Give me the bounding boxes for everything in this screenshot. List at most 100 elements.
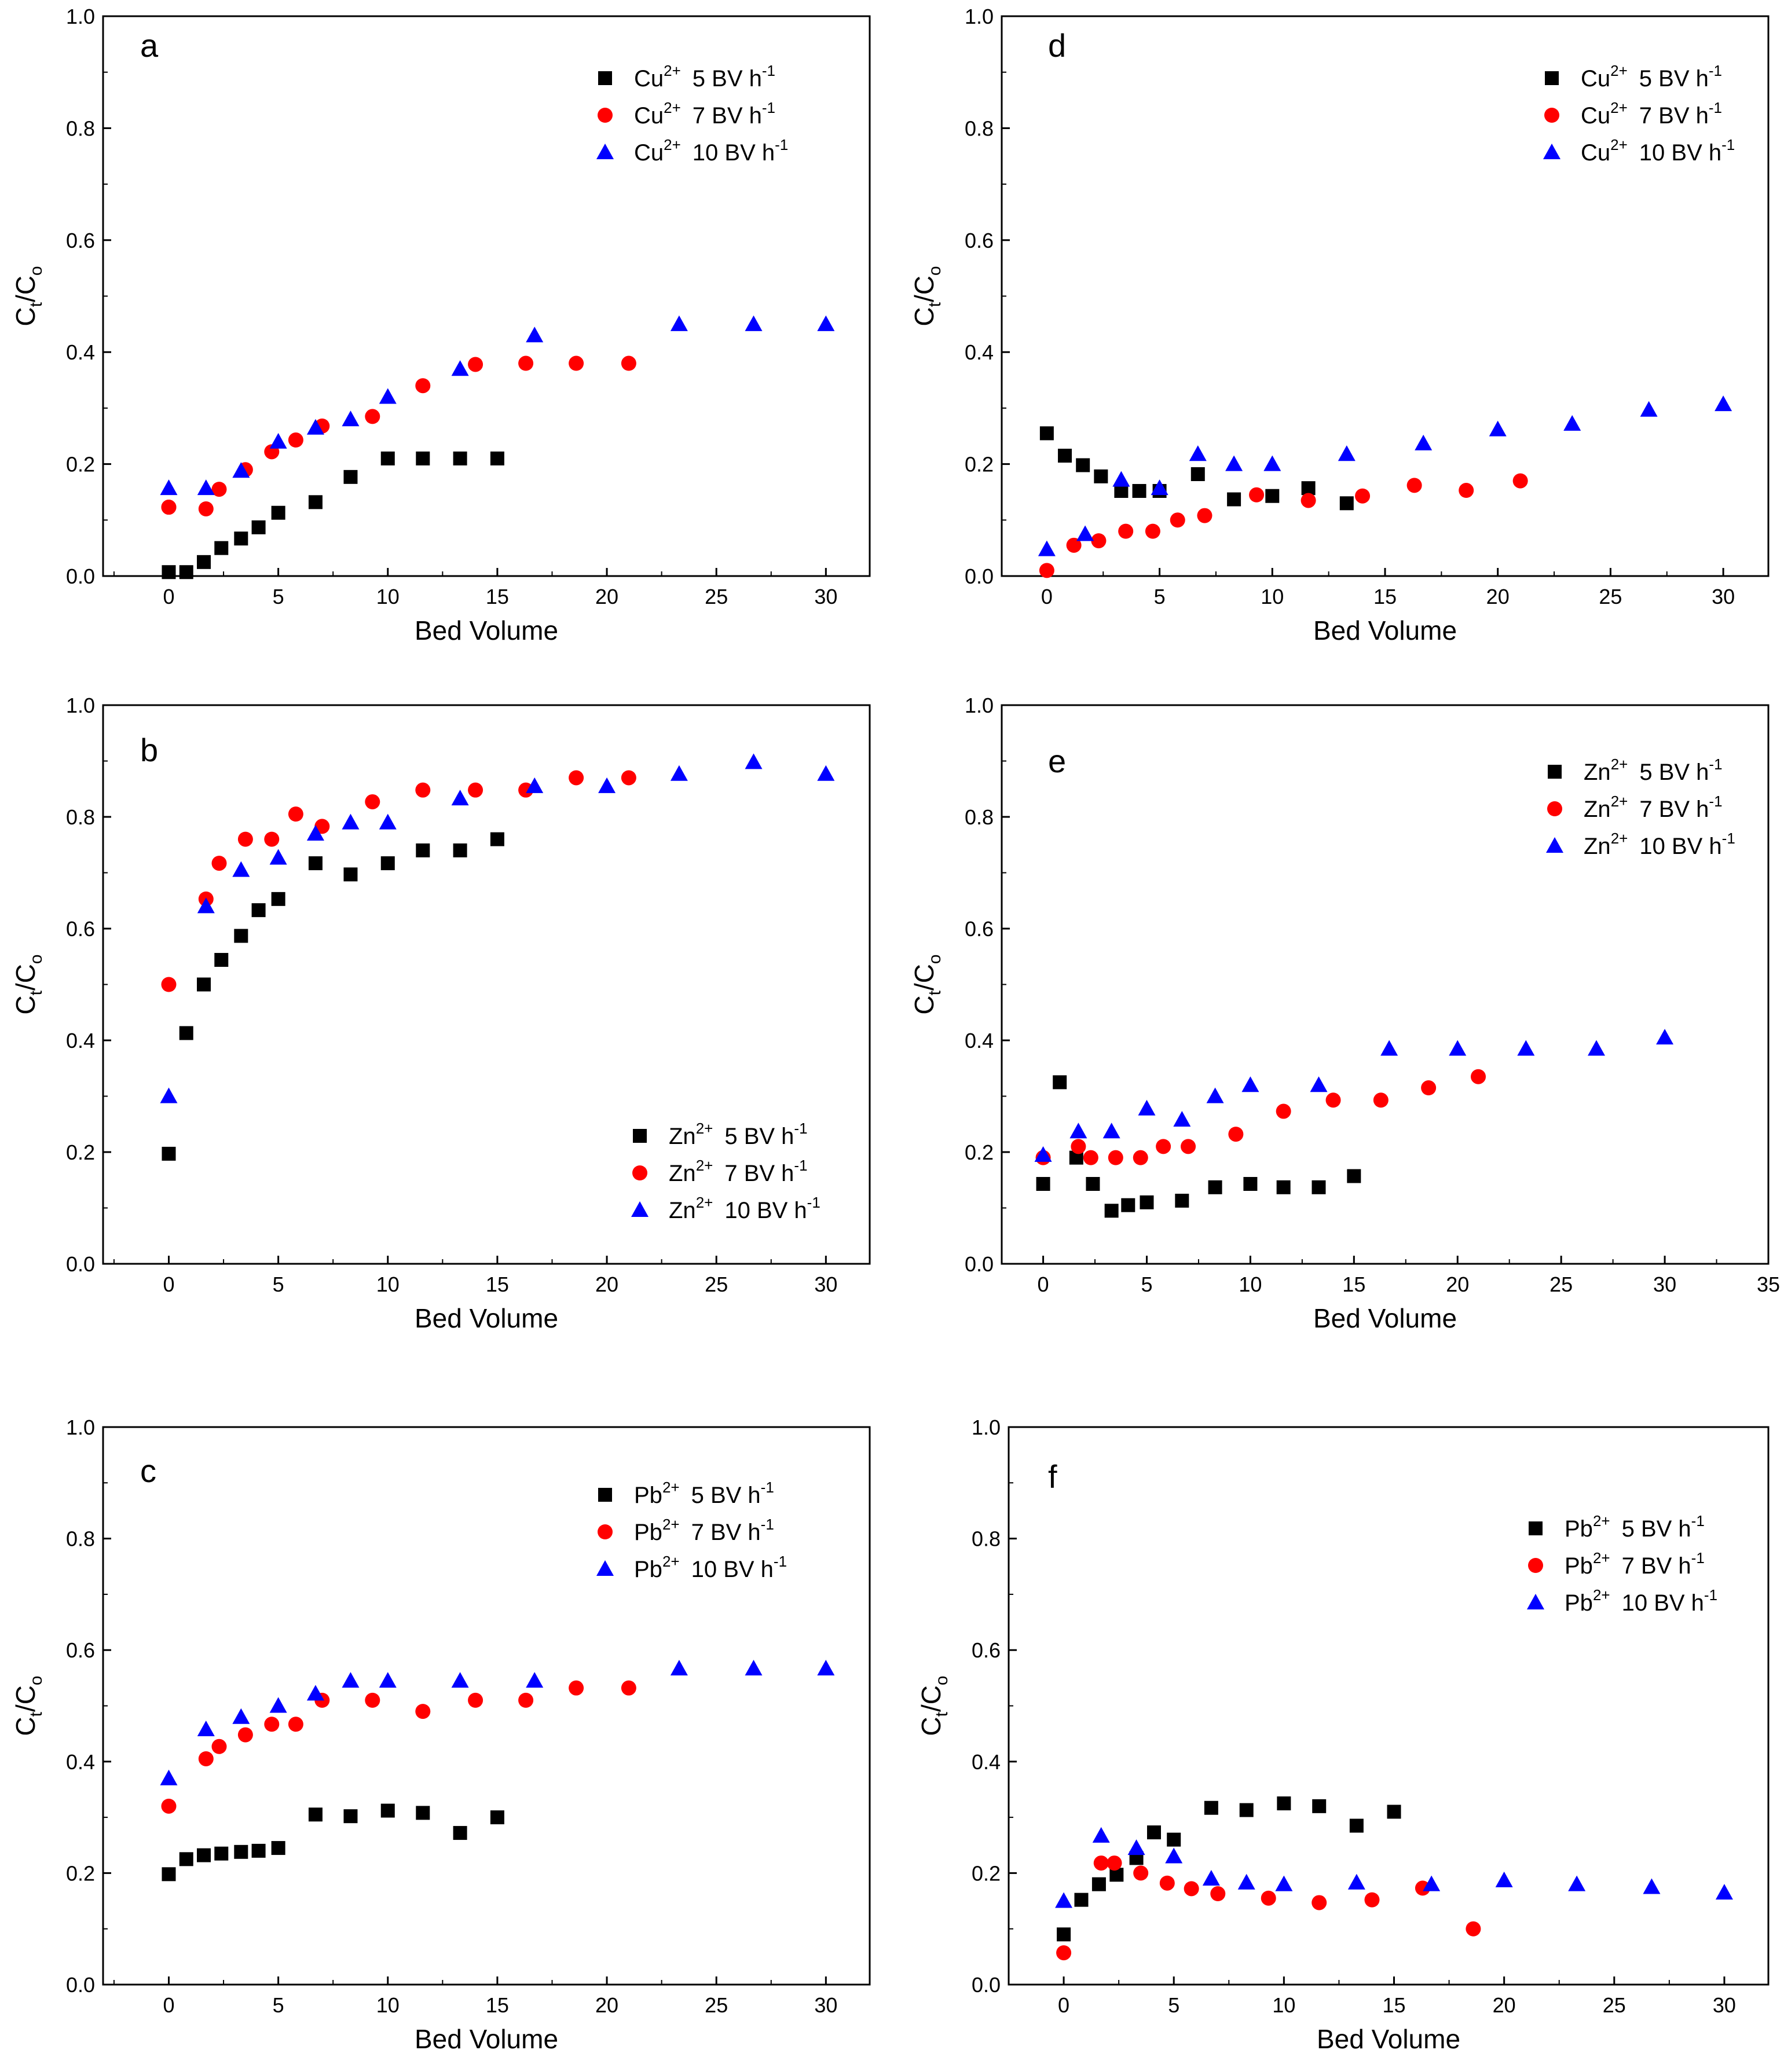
y-tick-label: 0.2 — [66, 1140, 95, 1164]
y-tick-label: 0.4 — [965, 340, 994, 364]
series-Cu-7 — [161, 355, 636, 516]
legend-marker — [1544, 108, 1559, 123]
data-point — [1347, 1873, 1365, 1890]
data-point — [251, 1843, 266, 1858]
data-point — [1276, 1180, 1291, 1194]
data-point — [1197, 508, 1212, 523]
data-point — [1466, 1921, 1481, 1937]
data-point — [453, 843, 467, 857]
data-point — [1039, 563, 1054, 578]
x-tick-label: 20 — [595, 1272, 618, 1296]
data-point — [162, 1867, 176, 1882]
data-point — [237, 1727, 253, 1743]
x-axis-title: Bed Volume — [1313, 615, 1457, 646]
x-tick-label: 10 — [376, 1993, 400, 2017]
x-tick-label: 5 — [1154, 585, 1166, 608]
data-point — [1243, 1177, 1258, 1191]
data-point — [1347, 1169, 1361, 1183]
y-tick-label: 0.2 — [66, 453, 95, 476]
data-point — [1587, 1040, 1605, 1056]
series-Pb-7 — [1056, 1855, 1481, 1961]
data-point — [1173, 1111, 1191, 1127]
data-point — [490, 1810, 504, 1825]
data-point — [1263, 455, 1281, 471]
y-tick-label: 0.0 — [965, 1252, 994, 1276]
data-point — [1325, 1092, 1341, 1108]
legend-marker — [1545, 71, 1559, 85]
data-point — [670, 1659, 688, 1675]
legend-marker — [1529, 1521, 1543, 1535]
legend-charge: 2+ — [696, 1120, 713, 1137]
legend-rate: 10 BV h — [1622, 1590, 1704, 1616]
legend-unit-exp: -1 — [1704, 1586, 1717, 1604]
legend-marker — [598, 108, 613, 123]
data-point — [1145, 523, 1160, 539]
y-tick-label: 0.6 — [66, 229, 95, 252]
data-point — [569, 355, 584, 371]
x-tick-label: 35 — [1757, 1272, 1780, 1296]
data-point — [1053, 1075, 1067, 1090]
legend-rate: 7 BV h — [1622, 1553, 1691, 1579]
data-point — [232, 861, 250, 877]
legend-marker — [632, 1165, 647, 1180]
legend-unit-exp: -1 — [1709, 99, 1722, 116]
data-point — [264, 1717, 280, 1732]
x-tick-label: 0 — [163, 585, 174, 608]
y-tick-label: 1.0 — [66, 5, 95, 28]
y-tick-label: 0.8 — [972, 1527, 1001, 1551]
x-tick-label: 25 — [705, 585, 728, 608]
chart-panel-d: 0 5 10 15 20 25 30 0.0 0.2 0.4 0.6 0.8 1.0 Bed Volume… — [909, 5, 1770, 646]
y-axis-title-sub-t: t — [27, 1711, 46, 1717]
data-point — [1184, 1881, 1199, 1897]
data-point — [269, 849, 287, 865]
data-point — [1034, 1146, 1052, 1162]
data-point — [451, 790, 469, 806]
legend-marker — [1548, 765, 1562, 779]
data-point — [1083, 1150, 1098, 1165]
legend-unit-exp: -1 — [1691, 1549, 1705, 1567]
series-Pb-10 — [1055, 1827, 1733, 1908]
data-point — [1165, 1847, 1183, 1864]
data-point — [161, 500, 177, 515]
legend-entry: Pb2+ 7 BV h-1 — [634, 1516, 774, 1545]
legend-rate: 5 BV h — [724, 1124, 794, 1149]
legend-unit-exp: -1 — [1721, 136, 1735, 153]
data-point — [1643, 1878, 1661, 1894]
data-point — [1159, 1875, 1175, 1891]
legend-ion: Cu — [634, 103, 664, 129]
data-point — [1656, 1029, 1674, 1045]
data-point — [1189, 445, 1207, 461]
y-axis-title-sub-t: t — [925, 990, 944, 995]
data-point — [197, 479, 215, 496]
y-axis-title-c: C — [909, 307, 939, 326]
data-point — [1225, 455, 1243, 471]
data-point — [343, 1809, 358, 1824]
x-tick-label: 15 — [1382, 1993, 1405, 2017]
data-point — [197, 977, 211, 992]
legend-unit-exp: -1 — [1709, 756, 1722, 773]
legend-marker — [598, 1524, 613, 1539]
y-axis-title-sub-t: t — [27, 990, 46, 995]
data-point — [306, 419, 324, 435]
x-axis-title: Bed Volume — [415, 1303, 558, 1333]
data-point — [160, 1087, 178, 1103]
x-tick-label: 30 — [814, 585, 837, 608]
data-point — [1715, 1884, 1733, 1900]
y-tick-label: 0.6 — [66, 1638, 95, 1662]
data-point — [1312, 1799, 1327, 1813]
data-point — [1364, 1892, 1380, 1908]
y-axis-title-c: C — [10, 1717, 41, 1736]
data-point — [365, 794, 380, 809]
legend-charge: 2+ — [1611, 830, 1628, 847]
y-axis-title-c: C — [10, 307, 41, 326]
data-point — [621, 770, 636, 786]
x-tick-label: 25 — [1549, 1272, 1573, 1296]
legend-unit-exp: -1 — [761, 1516, 774, 1533]
legend-rate: 10 BV h — [693, 140, 775, 166]
y-tick-label: 0.4 — [965, 1029, 994, 1052]
data-point — [308, 1807, 323, 1822]
legend-rate: 7 BV h — [1639, 797, 1709, 822]
series-Zn-10 — [160, 753, 835, 1103]
